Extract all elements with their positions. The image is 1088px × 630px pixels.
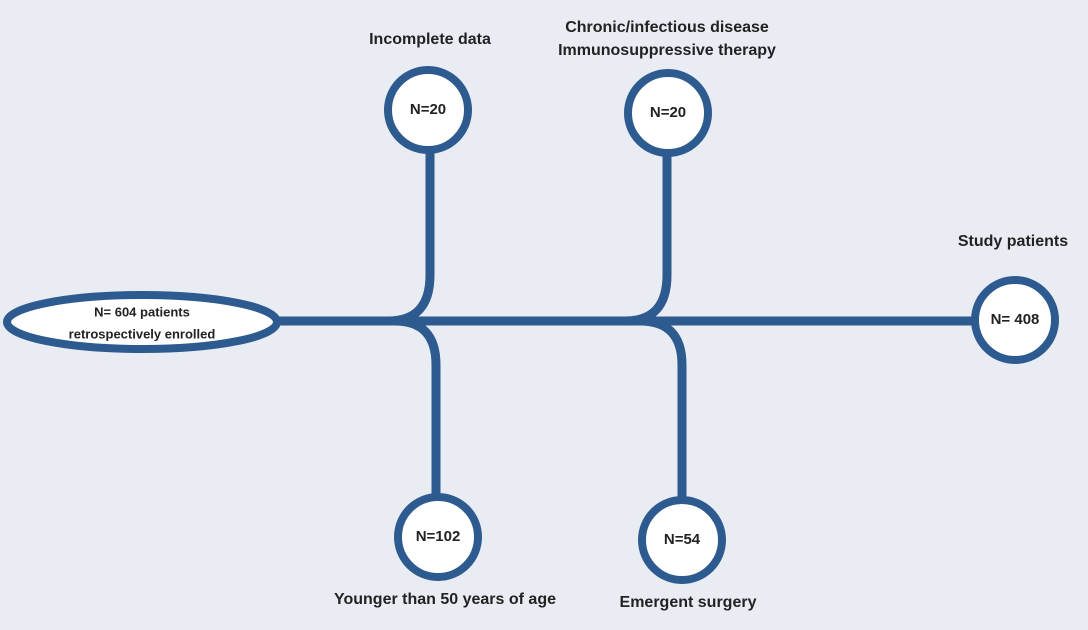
count-node <box>971 276 1059 364</box>
count: N=20 <box>650 104 686 121</box>
count-node <box>638 496 726 584</box>
branch-line <box>394 316 441 497</box>
label: Younger than 50 years of age <box>334 591 556 608</box>
count-node <box>384 66 472 154</box>
count: N=54 <box>664 531 701 548</box>
count-node <box>624 69 712 157</box>
count: N=20 <box>410 101 446 118</box>
start-text: retrospectively enrolled <box>69 326 216 341</box>
label: Emergent surgery <box>620 594 757 611</box>
start-text: N= 604 patients <box>94 304 190 319</box>
count-node <box>394 493 482 581</box>
label: Chronic/infectious disease <box>565 19 769 36</box>
count: N= 408 <box>991 311 1040 328</box>
branch-line <box>624 153 672 326</box>
label: Study patients <box>958 233 1068 250</box>
label: Incomplete data <box>369 31 491 48</box>
branch-line <box>387 150 435 326</box>
start-node <box>3 291 281 353</box>
branch-line <box>639 316 687 500</box>
label: Immunosuppressive therapy <box>558 42 776 59</box>
count: N=102 <box>416 528 461 545</box>
